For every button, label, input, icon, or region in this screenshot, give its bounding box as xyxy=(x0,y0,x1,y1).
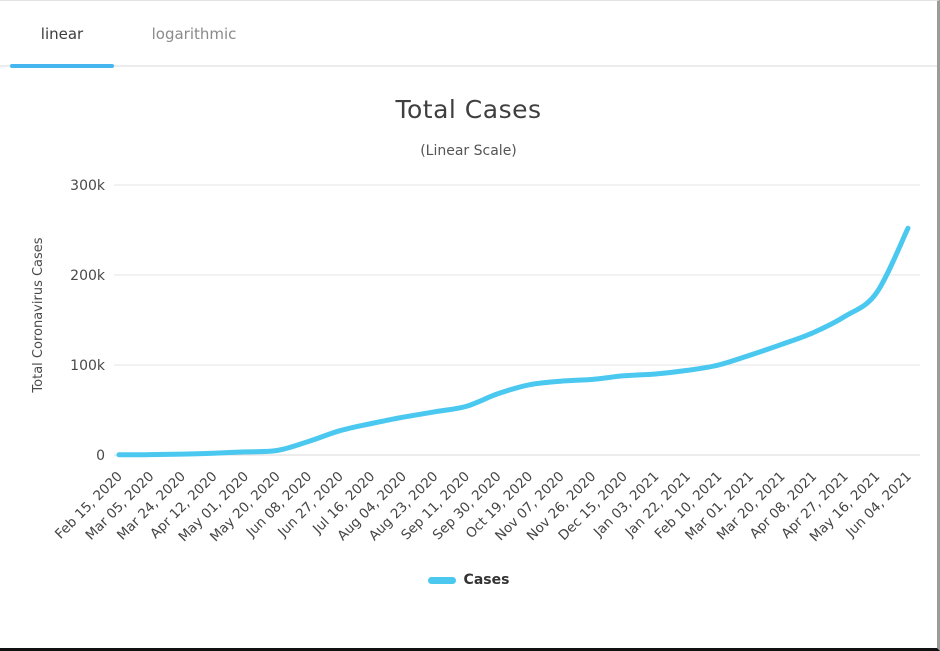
legend-item-cases[interactable]: Cases xyxy=(0,572,937,588)
chart-subtitle: (Linear Scale) xyxy=(420,143,517,159)
tab-linear[interactable]: linear xyxy=(40,25,84,43)
tab-logarithmic[interactable]: logarithmic xyxy=(151,25,237,43)
chart-title: Total Cases xyxy=(395,95,542,124)
y-tick-label: 0 xyxy=(96,448,105,464)
cases-series-marker-icon xyxy=(427,576,456,584)
y-tick-label: 200k xyxy=(70,268,106,284)
y-tick-label: 300k xyxy=(70,178,106,194)
scale-tabbar: linear logarithmic xyxy=(0,1,937,68)
y-tick-label: 100k xyxy=(70,358,106,374)
legend-label: Cases xyxy=(463,572,510,588)
active-tab-underline xyxy=(10,64,114,68)
chart-area: Total Cases (Linear Scale) Total Coronav… xyxy=(0,67,937,647)
cases-series-line xyxy=(116,225,911,458)
